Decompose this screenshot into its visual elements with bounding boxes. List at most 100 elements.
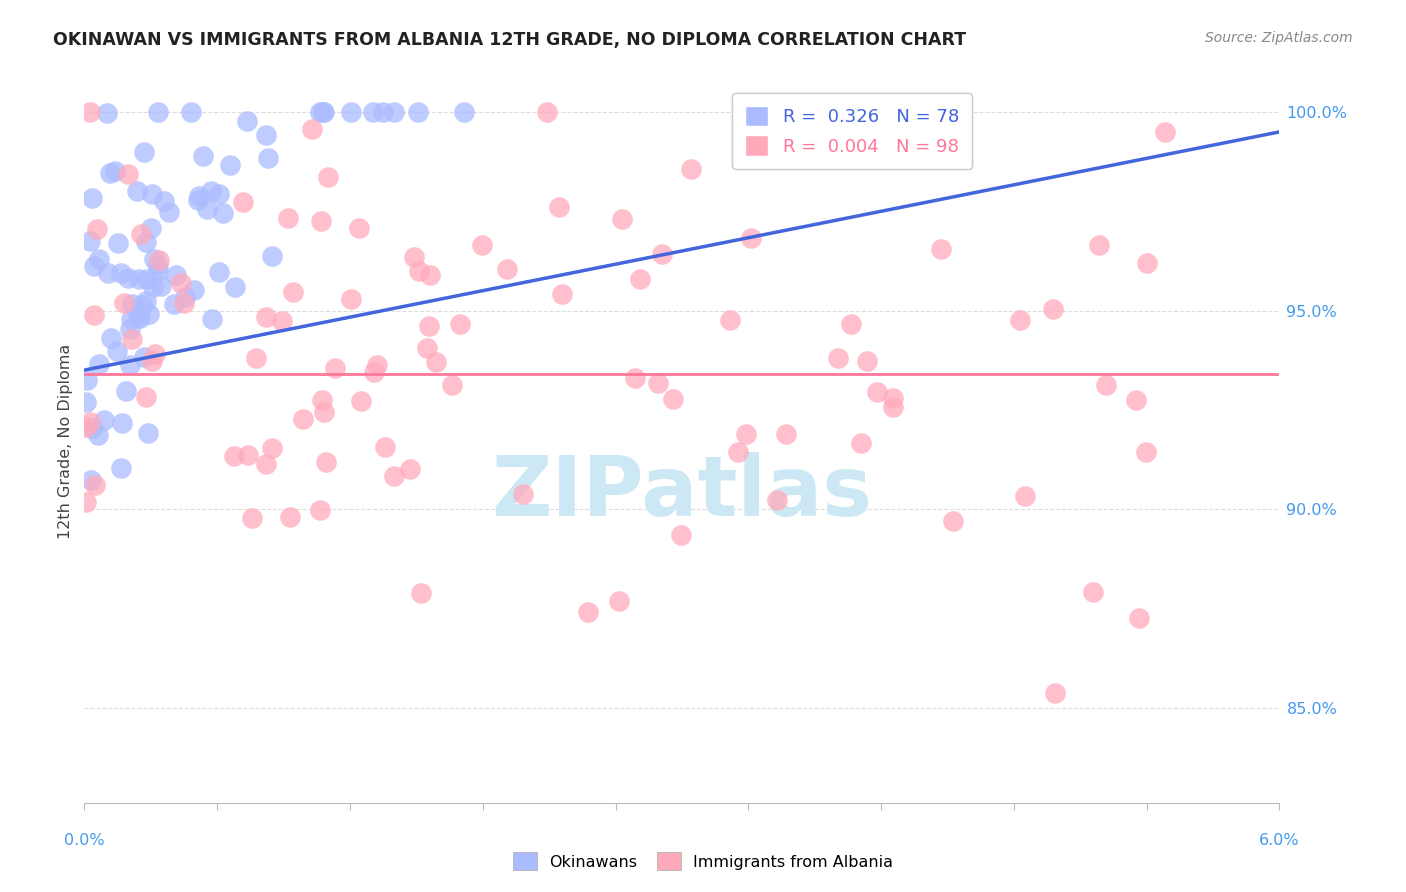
Point bbox=[128, 272, 150, 286]
Point bbox=[93, 413, 115, 427]
Point bbox=[366, 358, 388, 372]
Point bbox=[191, 149, 214, 163]
Point bbox=[323, 361, 346, 376]
Point bbox=[208, 264, 231, 278]
Point bbox=[141, 187, 163, 202]
Point bbox=[308, 503, 330, 517]
Point bbox=[222, 449, 245, 463]
Point bbox=[374, 440, 396, 454]
Point bbox=[607, 593, 630, 607]
Point bbox=[1042, 301, 1064, 316]
Point bbox=[406, 105, 429, 120]
Point bbox=[292, 412, 315, 426]
Point bbox=[1153, 125, 1175, 139]
Point bbox=[79, 415, 101, 429]
Point bbox=[262, 249, 284, 263]
Point bbox=[865, 385, 887, 400]
Point bbox=[146, 105, 169, 120]
Point bbox=[211, 206, 233, 220]
Point bbox=[100, 166, 122, 180]
Point bbox=[76, 373, 98, 387]
Point bbox=[347, 221, 370, 235]
Point bbox=[165, 268, 187, 282]
Point bbox=[408, 263, 430, 277]
Point bbox=[610, 212, 633, 227]
Point bbox=[118, 358, 141, 372]
Point bbox=[163, 297, 186, 311]
Point bbox=[80, 473, 103, 487]
Point bbox=[86, 221, 108, 235]
Point bbox=[136, 426, 159, 441]
Point bbox=[121, 297, 143, 311]
Point bbox=[277, 211, 299, 226]
Point bbox=[142, 252, 165, 266]
Point bbox=[669, 528, 692, 542]
Point bbox=[271, 314, 294, 328]
Point bbox=[104, 164, 127, 178]
Point bbox=[1135, 445, 1157, 459]
Point bbox=[152, 194, 174, 208]
Point bbox=[727, 445, 749, 459]
Point bbox=[316, 169, 339, 184]
Point bbox=[169, 276, 191, 290]
Point bbox=[547, 200, 569, 214]
Point bbox=[628, 272, 651, 286]
Text: 6.0%: 6.0% bbox=[1260, 833, 1299, 848]
Point bbox=[135, 293, 157, 308]
Point bbox=[661, 392, 683, 407]
Point bbox=[851, 435, 873, 450]
Point bbox=[1095, 377, 1118, 392]
Point bbox=[200, 184, 222, 198]
Point bbox=[254, 458, 277, 472]
Point bbox=[197, 202, 219, 216]
Point bbox=[418, 318, 440, 333]
Point bbox=[363, 105, 385, 120]
Point bbox=[576, 606, 599, 620]
Point bbox=[254, 128, 277, 143]
Point bbox=[139, 220, 162, 235]
Point bbox=[128, 311, 150, 326]
Point bbox=[146, 258, 169, 272]
Point bbox=[173, 296, 195, 310]
Point bbox=[449, 318, 471, 332]
Point bbox=[260, 441, 283, 455]
Point bbox=[127, 184, 149, 198]
Point bbox=[1083, 584, 1105, 599]
Point bbox=[75, 495, 97, 509]
Point bbox=[83, 308, 105, 322]
Point bbox=[734, 426, 756, 441]
Point bbox=[141, 354, 163, 368]
Point bbox=[312, 105, 335, 120]
Point bbox=[138, 307, 160, 321]
Point bbox=[311, 213, 333, 227]
Point bbox=[882, 391, 904, 405]
Point bbox=[208, 186, 231, 201]
Point bbox=[134, 351, 156, 365]
Point bbox=[80, 191, 103, 205]
Point bbox=[512, 487, 534, 501]
Point bbox=[651, 247, 673, 261]
Point bbox=[127, 310, 149, 324]
Point bbox=[148, 252, 170, 267]
Point bbox=[350, 394, 373, 409]
Point bbox=[79, 105, 101, 120]
Point bbox=[1087, 238, 1109, 252]
Point bbox=[309, 105, 332, 120]
Point bbox=[1043, 686, 1066, 700]
Point bbox=[87, 427, 110, 442]
Point bbox=[839, 317, 862, 331]
Point bbox=[775, 427, 797, 442]
Point bbox=[100, 331, 122, 345]
Point bbox=[453, 105, 475, 120]
Point bbox=[235, 113, 257, 128]
Point bbox=[83, 259, 105, 273]
Point bbox=[240, 510, 263, 524]
Text: 0.0%: 0.0% bbox=[65, 833, 104, 848]
Point bbox=[134, 145, 156, 159]
Point bbox=[173, 290, 195, 304]
Point bbox=[187, 189, 209, 203]
Point bbox=[404, 250, 426, 264]
Point bbox=[718, 312, 741, 326]
Y-axis label: 12th Grade, No Diploma: 12th Grade, No Diploma bbox=[58, 344, 73, 539]
Text: Source: ZipAtlas.com: Source: ZipAtlas.com bbox=[1205, 31, 1353, 45]
